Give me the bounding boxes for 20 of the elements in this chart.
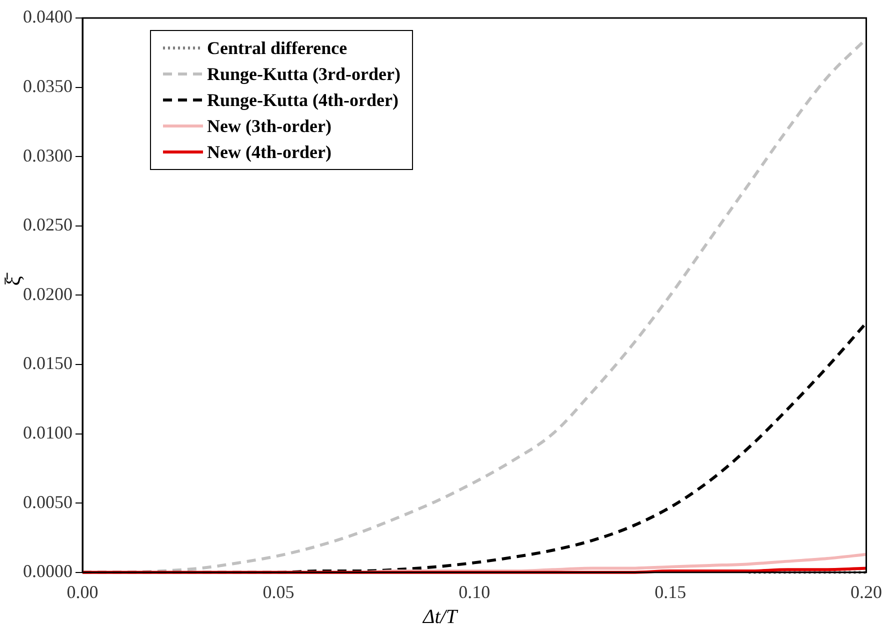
legend-label: New (4th-order) — [207, 141, 332, 164]
y-tick-label: 0.0000 — [23, 561, 72, 582]
y-tick-label: 0.0150 — [23, 353, 72, 374]
x-tick-label: 0.10 — [458, 582, 490, 602]
x-tick-label: 0.15 — [654, 582, 686, 602]
y-tick-label: 0.0200 — [23, 284, 72, 304]
y-tick-label: 0.0400 — [23, 6, 72, 27]
x-tick-label: 0.05 — [262, 582, 294, 602]
y-tick-label: 0.0100 — [23, 422, 72, 443]
x-axis-title: Δt/T — [423, 606, 457, 629]
legend-label: New (3th-order) — [207, 115, 332, 138]
legend-label: Runge-Kutta (4th-order) — [207, 89, 398, 112]
y-tick-label: 0.0250 — [23, 214, 72, 235]
y-tick-label: 0.0050 — [23, 492, 72, 512]
y-tick-label: 0.0350 — [23, 76, 72, 96]
legend-label: Central difference — [207, 37, 348, 60]
x-tick-label: 0.00 — [66, 582, 98, 602]
x-tick-label: 0.20 — [850, 582, 882, 602]
legend-label: Runge-Kutta (3rd-order) — [207, 63, 400, 86]
y-tick-label: 0.0300 — [23, 145, 72, 166]
